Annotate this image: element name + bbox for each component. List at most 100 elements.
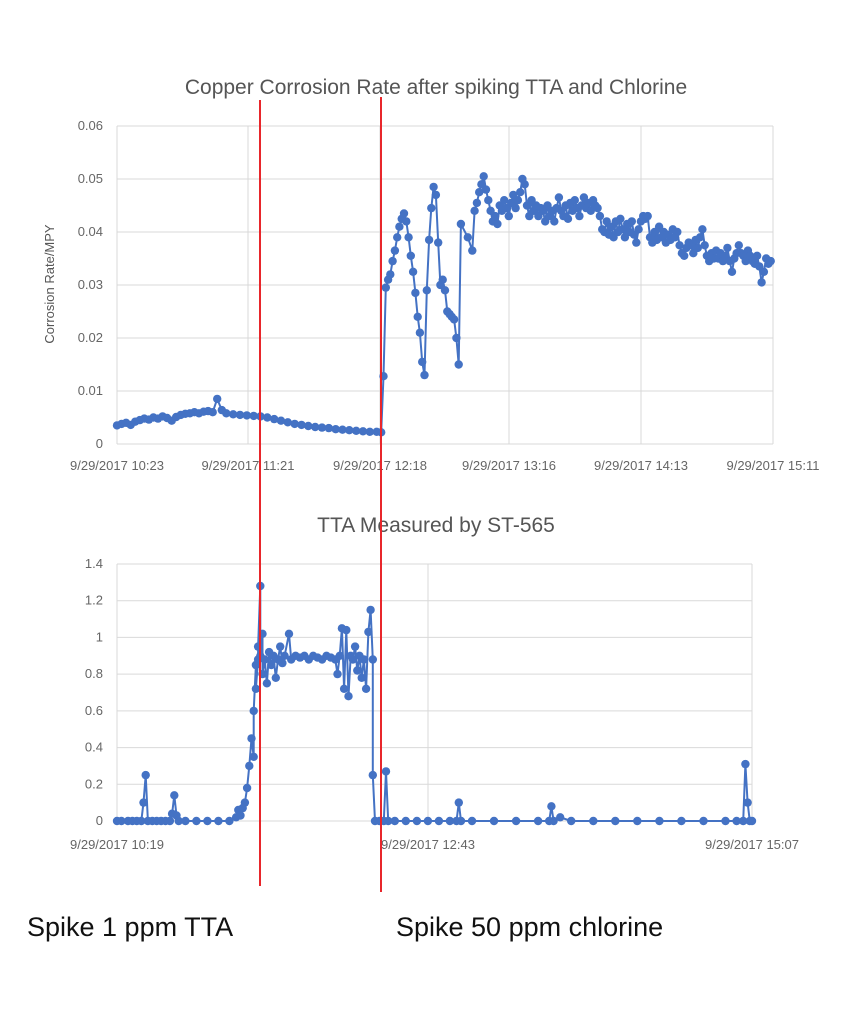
- data-point: [567, 816, 576, 826]
- data-point: [570, 196, 579, 205]
- data-point: [643, 211, 652, 221]
- y-tick-label: 0.04: [78, 224, 103, 239]
- x-tick-labels: 9/29/2017 10:23 9/29/2017 11:21 9/29/2017 …: [70, 458, 820, 473]
- data-point: [381, 283, 390, 292]
- x-tick-label: 9/29/2017 14:13: [594, 458, 688, 473]
- data-point: [627, 217, 636, 226]
- data-point: [174, 816, 183, 826]
- data-point: [468, 246, 477, 255]
- data-point: [402, 217, 411, 226]
- data-point: [752, 251, 762, 260]
- data-point: [236, 811, 245, 820]
- data-point: [278, 658, 287, 668]
- data-point: [242, 411, 251, 420]
- chart-corrosion-rate: Copper Corrosion Rate after spiking TTA …: [42, 76, 820, 473]
- data-point: [245, 761, 254, 771]
- data-point: [304, 421, 313, 431]
- series-tta: [112, 581, 757, 826]
- data-point: [747, 816, 757, 826]
- data-point: [365, 427, 374, 436]
- x-tick-label: 9/29/2017 13:16: [462, 458, 556, 473]
- data-point: [616, 214, 625, 223]
- data-point: [283, 418, 292, 427]
- data-point: [699, 816, 708, 826]
- data-point: [338, 425, 347, 434]
- data-point: [408, 267, 418, 276]
- y-tick-label: 0.02: [78, 330, 103, 345]
- spike-tta-annotation: Spike 1 ppm TTA: [27, 912, 234, 942]
- data-point: [357, 673, 366, 682]
- y-tick-label: 0: [96, 436, 103, 451]
- data-point: [401, 816, 410, 826]
- spike-chlorine-annotation: Spike 50 ppm chlorine: [396, 912, 664, 942]
- data-point: [249, 706, 258, 716]
- chart-tta-measured: TTA Measured by ST-565 0 0.2 0.4 0.6 0.8 1 1.2…: [70, 514, 799, 852]
- data-point: [632, 238, 641, 247]
- y-tick-label: 0.03: [78, 277, 103, 292]
- data-point: [280, 651, 289, 660]
- y-tick-label: 1: [96, 629, 103, 644]
- data-point: [384, 816, 393, 826]
- data-point: [331, 425, 340, 434]
- data-point: [413, 312, 422, 321]
- data-point: [575, 211, 584, 221]
- data-point: [513, 196, 523, 205]
- data-point: [547, 802, 556, 811]
- data-point: [424, 235, 434, 245]
- data-point: [456, 219, 466, 229]
- data-point: [511, 816, 521, 826]
- data-point: [500, 196, 509, 205]
- data-point: [251, 684, 261, 693]
- data-point: [759, 267, 769, 276]
- data-point: [170, 791, 179, 800]
- data-point: [504, 211, 513, 221]
- data-point: [479, 172, 488, 181]
- data-point: [225, 816, 234, 826]
- data-point: [452, 333, 461, 343]
- data-point: [297, 420, 306, 430]
- data-point: [208, 408, 217, 417]
- y-tick-label: 0: [96, 813, 103, 828]
- data-point: [271, 673, 280, 682]
- data-point: [381, 767, 391, 776]
- data-point: [445, 816, 455, 826]
- data-point: [290, 419, 299, 429]
- data-point: [454, 360, 463, 369]
- data-point: [181, 816, 190, 826]
- data-point: [533, 816, 543, 826]
- data-point: [213, 394, 222, 404]
- data-point: [324, 423, 333, 433]
- data-point: [680, 251, 689, 260]
- data-point: [470, 206, 479, 215]
- data-point: [693, 243, 702, 253]
- y-tick-label: 0.06: [78, 118, 103, 133]
- data-point: [267, 660, 276, 670]
- gridlines: [116, 563, 753, 822]
- data-point: [390, 246, 400, 255]
- data-point: [423, 816, 433, 826]
- data-point: [420, 370, 429, 380]
- data-point: [456, 816, 466, 826]
- chart-title: Copper Corrosion Rate after spiking TTA …: [185, 76, 687, 99]
- y-tick-label: 0.05: [78, 171, 103, 186]
- data-point: [481, 185, 491, 194]
- data-point: [766, 256, 775, 266]
- data-point: [431, 190, 441, 200]
- data-point: [350, 642, 360, 651]
- data-point: [388, 256, 397, 266]
- data-point: [516, 188, 525, 197]
- data-point: [511, 203, 520, 213]
- data-point: [700, 241, 709, 250]
- data-point: [655, 816, 664, 826]
- data-point: [422, 286, 431, 295]
- data-point: [393, 233, 402, 242]
- x-tick-label: 9/29/2017 10:23: [70, 458, 164, 473]
- data-point: [222, 409, 231, 418]
- data-point: [677, 816, 686, 826]
- data-point: [317, 423, 327, 432]
- data-point: [489, 816, 499, 826]
- data-point: [741, 759, 750, 769]
- y-tick-label: 0.2: [85, 776, 103, 791]
- data-point: [276, 642, 285, 651]
